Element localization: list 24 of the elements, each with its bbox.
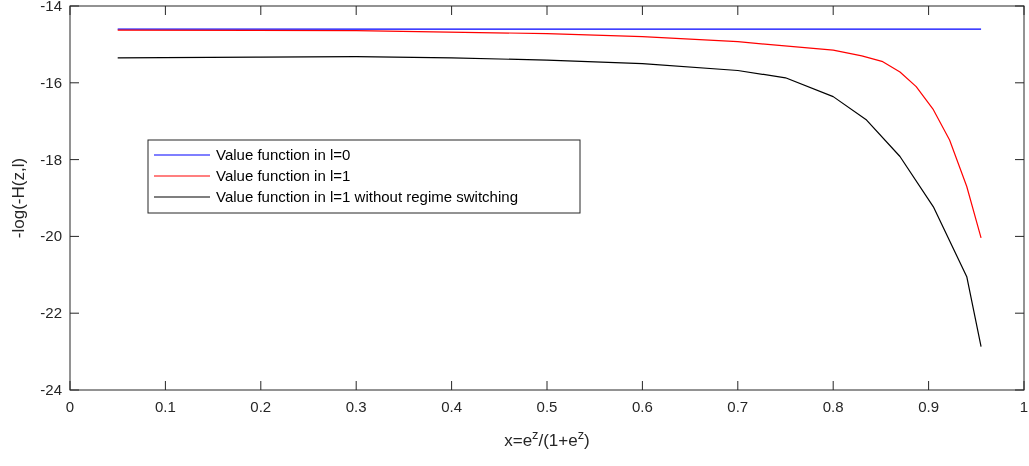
x-tick-label: 0: [65, 398, 75, 415]
y-tick-label: -22: [40, 304, 62, 322]
x-tick-label: 1: [1019, 398, 1029, 415]
x-tick-label: 0.1: [154, 398, 176, 415]
y-tick-label: -14: [40, 0, 62, 14]
x-tick-label: 0.2: [250, 398, 272, 415]
y-tick-label: -18: [40, 150, 62, 168]
line-series: [117, 29, 982, 239]
y-axis-title: -log(-H(z,l): [9, 157, 28, 239]
x-tick-label: 0.4: [441, 398, 463, 415]
legend-label: Value function in l=0: [216, 146, 351, 163]
y-tick-label: -24: [40, 381, 62, 398]
x-tick-label: 0.8: [822, 398, 844, 415]
line-series: [117, 56, 982, 348]
x-axis-title: x=e$^{z}$/(1+e$^{z}$): [504, 426, 590, 450]
x-tick-label: 0.3: [345, 398, 367, 415]
legend-label: Value function in l=1 without regime switching: [216, 188, 518, 205]
legend-label: Value function in l=1: [216, 167, 351, 184]
y-tick-label: -16: [40, 73, 62, 91]
x-tick-label: 0.9: [918, 398, 940, 415]
x-tick-label: 0.5: [536, 398, 558, 415]
y-tick-label: -20: [40, 227, 62, 245]
x-tick-label: 0.6: [631, 398, 653, 415]
x-tick-label: 0.7: [727, 398, 749, 415]
